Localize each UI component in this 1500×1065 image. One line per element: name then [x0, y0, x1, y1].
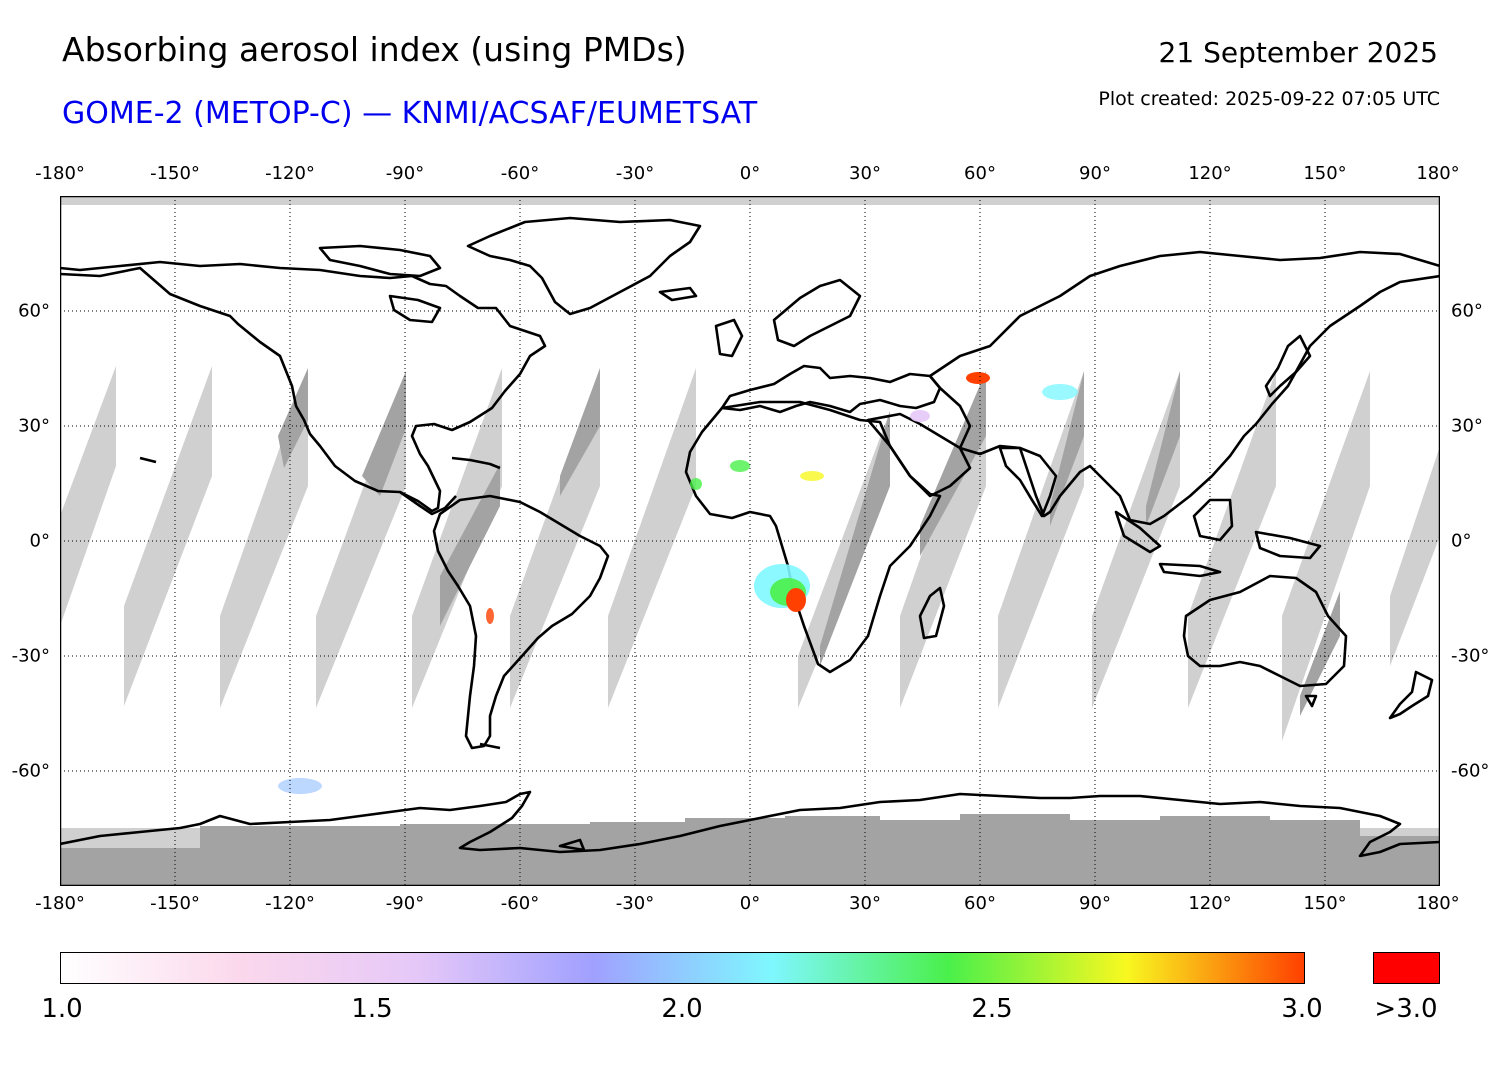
lon-label-top: 150° [1303, 163, 1347, 184]
map-frame [60, 196, 1440, 886]
lat-label-right: -60° [1451, 760, 1490, 782]
instrument-subtitle: GOME-2 (METOP-C) — KNMI/ACSAF/EUMETSAT [62, 96, 758, 131]
coastlines [60, 216, 1440, 858]
lon-label-top: 0° [739, 163, 761, 184]
colorbar-overflow-label: >3.0 [1374, 994, 1438, 1024]
lon-label-bottom: 60° [964, 893, 996, 914]
lon-label-bottom: 150° [1303, 893, 1347, 914]
colorbar-tick: 2.0 [661, 994, 703, 1024]
colorbar-overflow-swatch [1373, 952, 1440, 984]
lon-label-bottom: 0° [739, 893, 761, 914]
lon-label-bottom: -120° [265, 893, 315, 914]
lat-label-right: 30° [1451, 415, 1483, 437]
plot-created-timestamp: Plot created: 2025-09-22 07:05 UTC [1098, 88, 1440, 110]
graticule [60, 196, 1440, 886]
lon-label-top: -30° [615, 163, 655, 184]
lon-label-bottom: -150° [150, 893, 200, 914]
page-title: Absorbing aerosol index (using PMDs) [62, 30, 687, 69]
lon-label-top: 60° [964, 163, 996, 184]
lat-label-left: 0° [29, 530, 50, 552]
lon-label-bottom: 180° [1416, 893, 1460, 914]
colorbar-tick: 3.0 [1281, 994, 1323, 1024]
aerosol-plumes [278, 372, 1078, 794]
colorbar-tick: 2.5 [971, 994, 1013, 1024]
lon-label-top: -120° [265, 163, 315, 184]
lon-label-bottom: 90° [1079, 893, 1111, 914]
observation-date: 21 September 2025 [1158, 36, 1438, 69]
lon-label-top: 120° [1188, 163, 1232, 184]
missing-orbit-swaths [60, 366, 1440, 741]
colorbar-tick: 1.5 [351, 994, 393, 1024]
aerosol-index-map[interactable] [60, 196, 1440, 886]
lon-label-top: 90° [1079, 163, 1111, 184]
lon-label-top: -180° [35, 163, 85, 184]
lon-label-top: -90° [385, 163, 425, 184]
lon-label-bottom: -30° [615, 893, 655, 914]
colorbar-tick: 1.0 [41, 994, 83, 1024]
lat-label-right: 60° [1451, 300, 1483, 322]
lat-label-left: 30° [18, 415, 50, 437]
lon-label-top: 180° [1416, 163, 1460, 184]
lat-label-right: 0° [1451, 530, 1472, 552]
lon-label-bottom: 120° [1188, 893, 1232, 914]
lon-label-bottom: 30° [849, 893, 881, 914]
lon-label-top: -150° [150, 163, 200, 184]
lon-label-top: 30° [849, 163, 881, 184]
colorbar [60, 952, 1305, 984]
lat-label-left: 60° [18, 300, 50, 322]
lat-label-left: -30° [11, 645, 50, 667]
lat-label-right: -30° [1451, 645, 1490, 667]
lon-label-bottom: -90° [385, 893, 425, 914]
lon-label-top: -60° [500, 163, 540, 184]
lon-label-bottom: -180° [35, 893, 85, 914]
lon-label-bottom: -60° [500, 893, 540, 914]
lat-label-left: -60° [11, 760, 50, 782]
